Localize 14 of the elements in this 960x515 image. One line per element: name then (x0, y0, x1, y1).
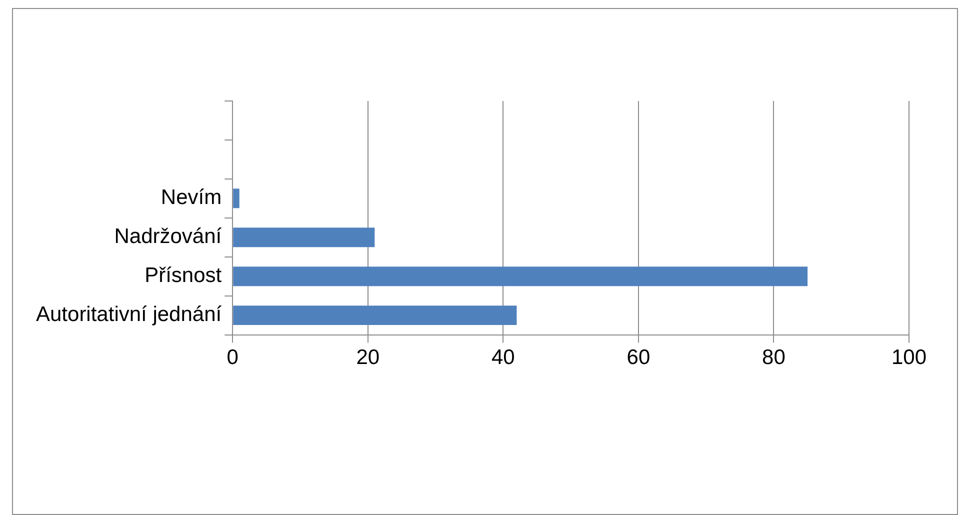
bar (233, 266, 808, 286)
x-tick-label: 60 (626, 346, 650, 370)
bar (233, 306, 517, 326)
x-tick-label: 40 (491, 346, 515, 370)
y-tick-label: Nadržování (114, 225, 222, 248)
x-tick-label: 80 (762, 346, 786, 370)
y-tick-label: Nevím (160, 186, 222, 210)
y-tick-label: Autoritativní jednání (36, 303, 222, 326)
x-tick-label: 0 (226, 346, 238, 370)
x-tick-label: 100 (891, 346, 927, 370)
bar (233, 228, 375, 248)
y-tick-label: Přísnost (144, 264, 222, 288)
bar (233, 188, 240, 208)
x-tick-label: 20 (356, 346, 380, 370)
